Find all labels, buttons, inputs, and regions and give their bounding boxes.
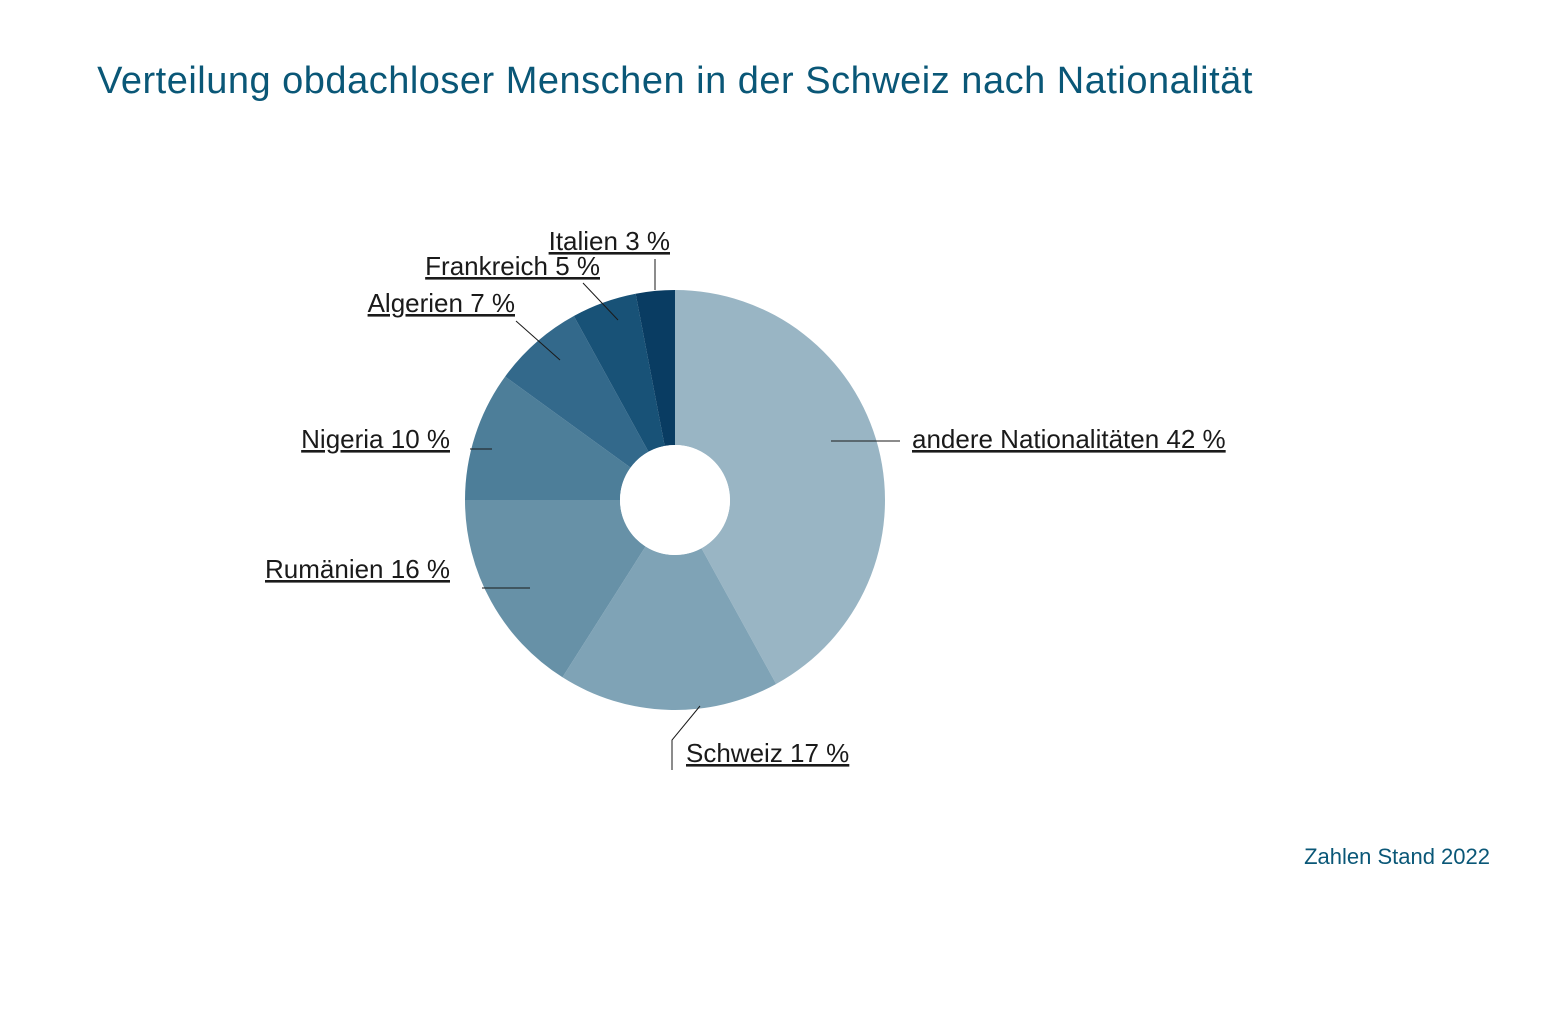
slice-label-3: Nigeria 10 %	[301, 424, 450, 454]
slice-label-6: Italien 3 %	[549, 226, 670, 256]
slice-label-0: andere Nationalitäten 42 %	[912, 424, 1226, 454]
chart-footer: Zahlen Stand 2022	[1304, 844, 1490, 870]
slice-label-2: Rumänien 16 %	[265, 554, 450, 584]
chart-container: Verteilung obdachloser Menschen in der S…	[0, 0, 1550, 1030]
pie-chart: andere Nationalitäten 42 % Schweiz 17 % Ru…	[0, 0, 1550, 1030]
donut-hole	[620, 445, 730, 555]
slice-label-4: Algerien 7 %	[368, 288, 515, 318]
slice-label-1: Schweiz 17 %	[686, 738, 849, 768]
